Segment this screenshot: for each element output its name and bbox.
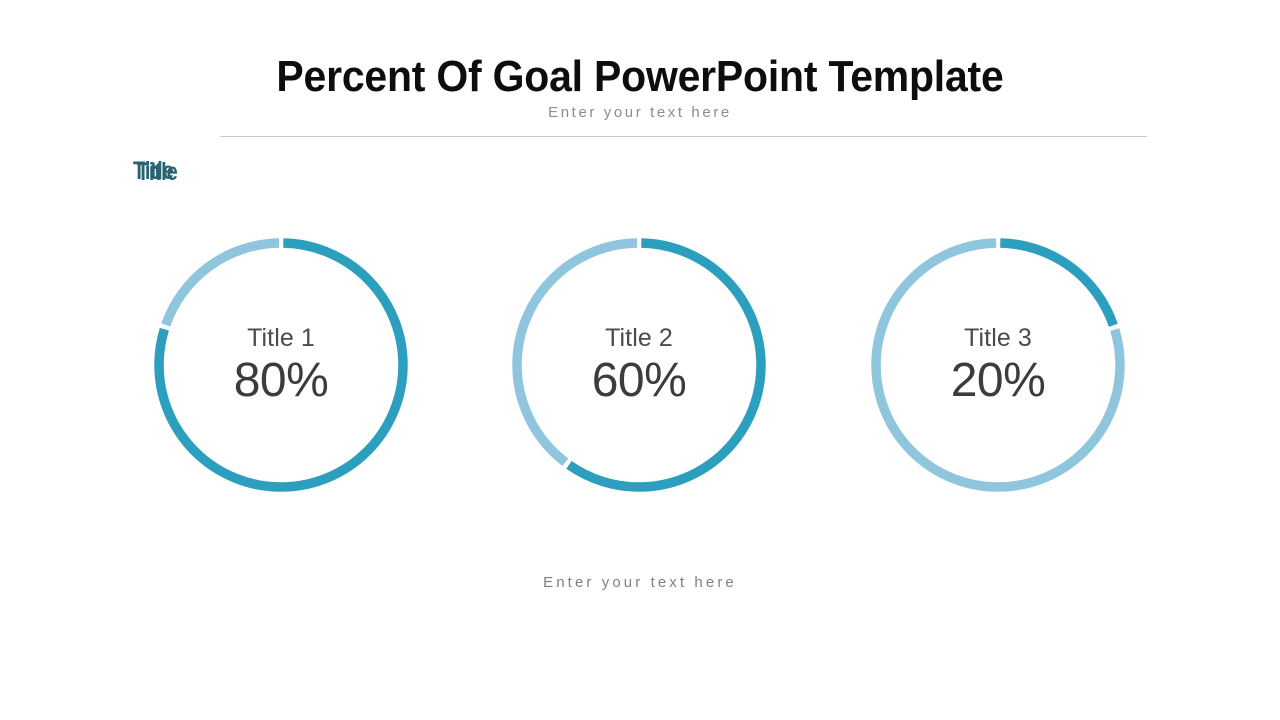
donut-3-value: 20% xyxy=(950,353,1046,407)
donut-chart-1[interactable]: Title 1 80% xyxy=(154,238,408,492)
donut-1-value: 80% xyxy=(233,353,329,407)
donut-1-progress-arc xyxy=(154,238,408,492)
section-title-label-duplicate: Title xyxy=(137,158,178,186)
donut-chart-2[interactable]: Title 2 60% xyxy=(512,238,766,492)
donut-2-value: 60% xyxy=(591,353,687,407)
donut-chart-3[interactable]: Title 3 20% xyxy=(871,238,1125,492)
section-title-group: Title Title xyxy=(133,156,353,190)
donut-2-label: Title 2 xyxy=(605,323,673,352)
donut-3-center-text: Title 3 20% xyxy=(871,238,1125,492)
header-divider xyxy=(220,136,1147,137)
donut-3-track-arc xyxy=(871,238,1125,492)
section-title-label: Title xyxy=(133,157,174,185)
page-subtitle: Enter your text here xyxy=(548,104,732,121)
donut-1-rings xyxy=(154,238,408,492)
donut-2-track-arc xyxy=(512,238,766,492)
donut-1-center-text: Title 1 80% xyxy=(154,238,408,492)
page-title: Percent Of Goal PowerPoint Template xyxy=(276,52,1004,101)
donut-3-rings xyxy=(871,238,1125,492)
donut-3-label: Title 3 xyxy=(964,323,1032,352)
footer-placeholder-text: Enter your text here xyxy=(543,574,737,591)
donut-2-rings xyxy=(512,238,766,492)
donut-chart-row: Title 1 80% Title 2 60% Title 3 20% xyxy=(0,238,1280,494)
donut-2-progress-arc xyxy=(512,238,766,492)
donut-1-label: Title 1 xyxy=(247,323,315,352)
donut-2-center-text: Title 2 60% xyxy=(512,238,766,492)
